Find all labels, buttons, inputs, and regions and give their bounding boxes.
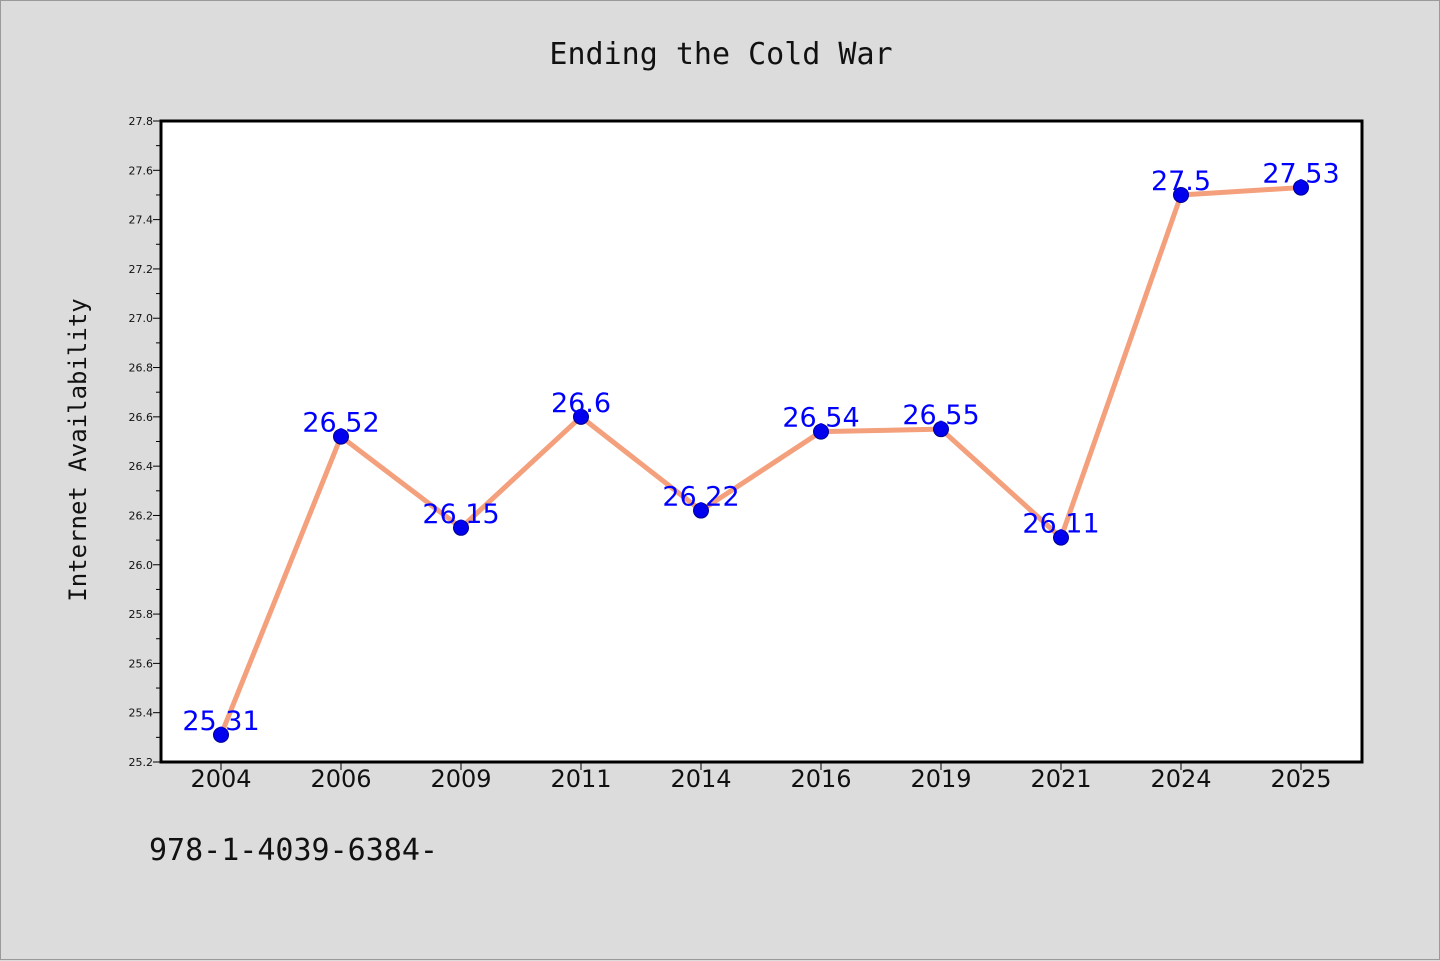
- x-tick-label: 2004: [190, 765, 251, 793]
- x-tick-label: 2009: [430, 765, 491, 793]
- x-tick-label: 2016: [790, 765, 851, 793]
- data-point-marker: [813, 423, 829, 440]
- data-label: 26.6: [551, 388, 611, 419]
- data-point-marker: [213, 726, 229, 743]
- y-tick-label: 26.2: [129, 509, 154, 522]
- data-point-marker: [1173, 186, 1189, 203]
- series-line: [218, 185, 1304, 738]
- footnote-isbn: 978-1-4039-6384-: [149, 833, 438, 868]
- y-tick-label: 26.6: [129, 411, 154, 424]
- y-tick-label: 25.6: [129, 657, 154, 670]
- y-tick-label: 26.8: [129, 362, 154, 375]
- x-tick-label: 2025: [1270, 765, 1331, 793]
- y-tick-label: 26.0: [129, 559, 154, 572]
- y-tick-label: 27.2: [129, 263, 154, 276]
- x-tick-label: 2014: [670, 765, 731, 793]
- data-label: 25.31: [182, 706, 259, 737]
- y-tick-label: 26.4: [129, 460, 154, 473]
- series-line-group: 25.31 26.52 26.15 26.6 26.22 26.54 26.55 26.11 2…: [182, 159, 1340, 743]
- data-point-marker: [933, 421, 949, 438]
- x-tick-label: 2011: [550, 765, 611, 793]
- data-label: 26.11: [1022, 509, 1099, 540]
- x-tick-label: 2019: [910, 765, 971, 793]
- x-tick-label: 2021: [1030, 765, 1091, 793]
- y-tick-label: 27.0: [129, 312, 154, 325]
- chart-title: Ending the Cold War: [549, 37, 892, 72]
- data-label: 26.54: [782, 403, 859, 434]
- data-point-marker: [333, 428, 349, 445]
- data-point-marker: [573, 408, 589, 425]
- y-tick-label: 25.8: [129, 608, 154, 621]
- data-label: 26.15: [422, 499, 499, 530]
- y-tick-label: 27.8: [129, 115, 154, 128]
- x-tick-label: 2006: [310, 765, 371, 793]
- y-tick-label: 27.4: [129, 214, 154, 227]
- data-label: 27.5: [1151, 166, 1211, 197]
- y-axis-label: Internet Availability: [64, 298, 92, 601]
- y-axis: 25.2 25.4 25.6 25.8 26.0 26.2 26.4 26.6 26.8 27.0…: [129, 115, 161, 769]
- y-tick-label: 25.2: [129, 756, 154, 769]
- x-tick-label: 2024: [1150, 765, 1211, 793]
- data-label: 26.22: [662, 482, 739, 513]
- data-point-marker: [453, 519, 469, 536]
- plot-area: [159, 119, 1364, 764]
- data-label: 26.55: [902, 400, 979, 431]
- data-label: 27.53: [1262, 159, 1339, 190]
- y-tick-label: 27.6: [129, 164, 154, 177]
- y-tick-label: 25.4: [129, 707, 154, 720]
- data-label: 26.52: [302, 408, 379, 439]
- data-point-marker: [1293, 179, 1309, 196]
- data-point-marker: [1053, 529, 1069, 546]
- x-axis: 2004 2006 2009 2011 2014 2016 2019 2021 2024 2025: [190, 762, 1332, 793]
- data-point-marker: [693, 502, 709, 519]
